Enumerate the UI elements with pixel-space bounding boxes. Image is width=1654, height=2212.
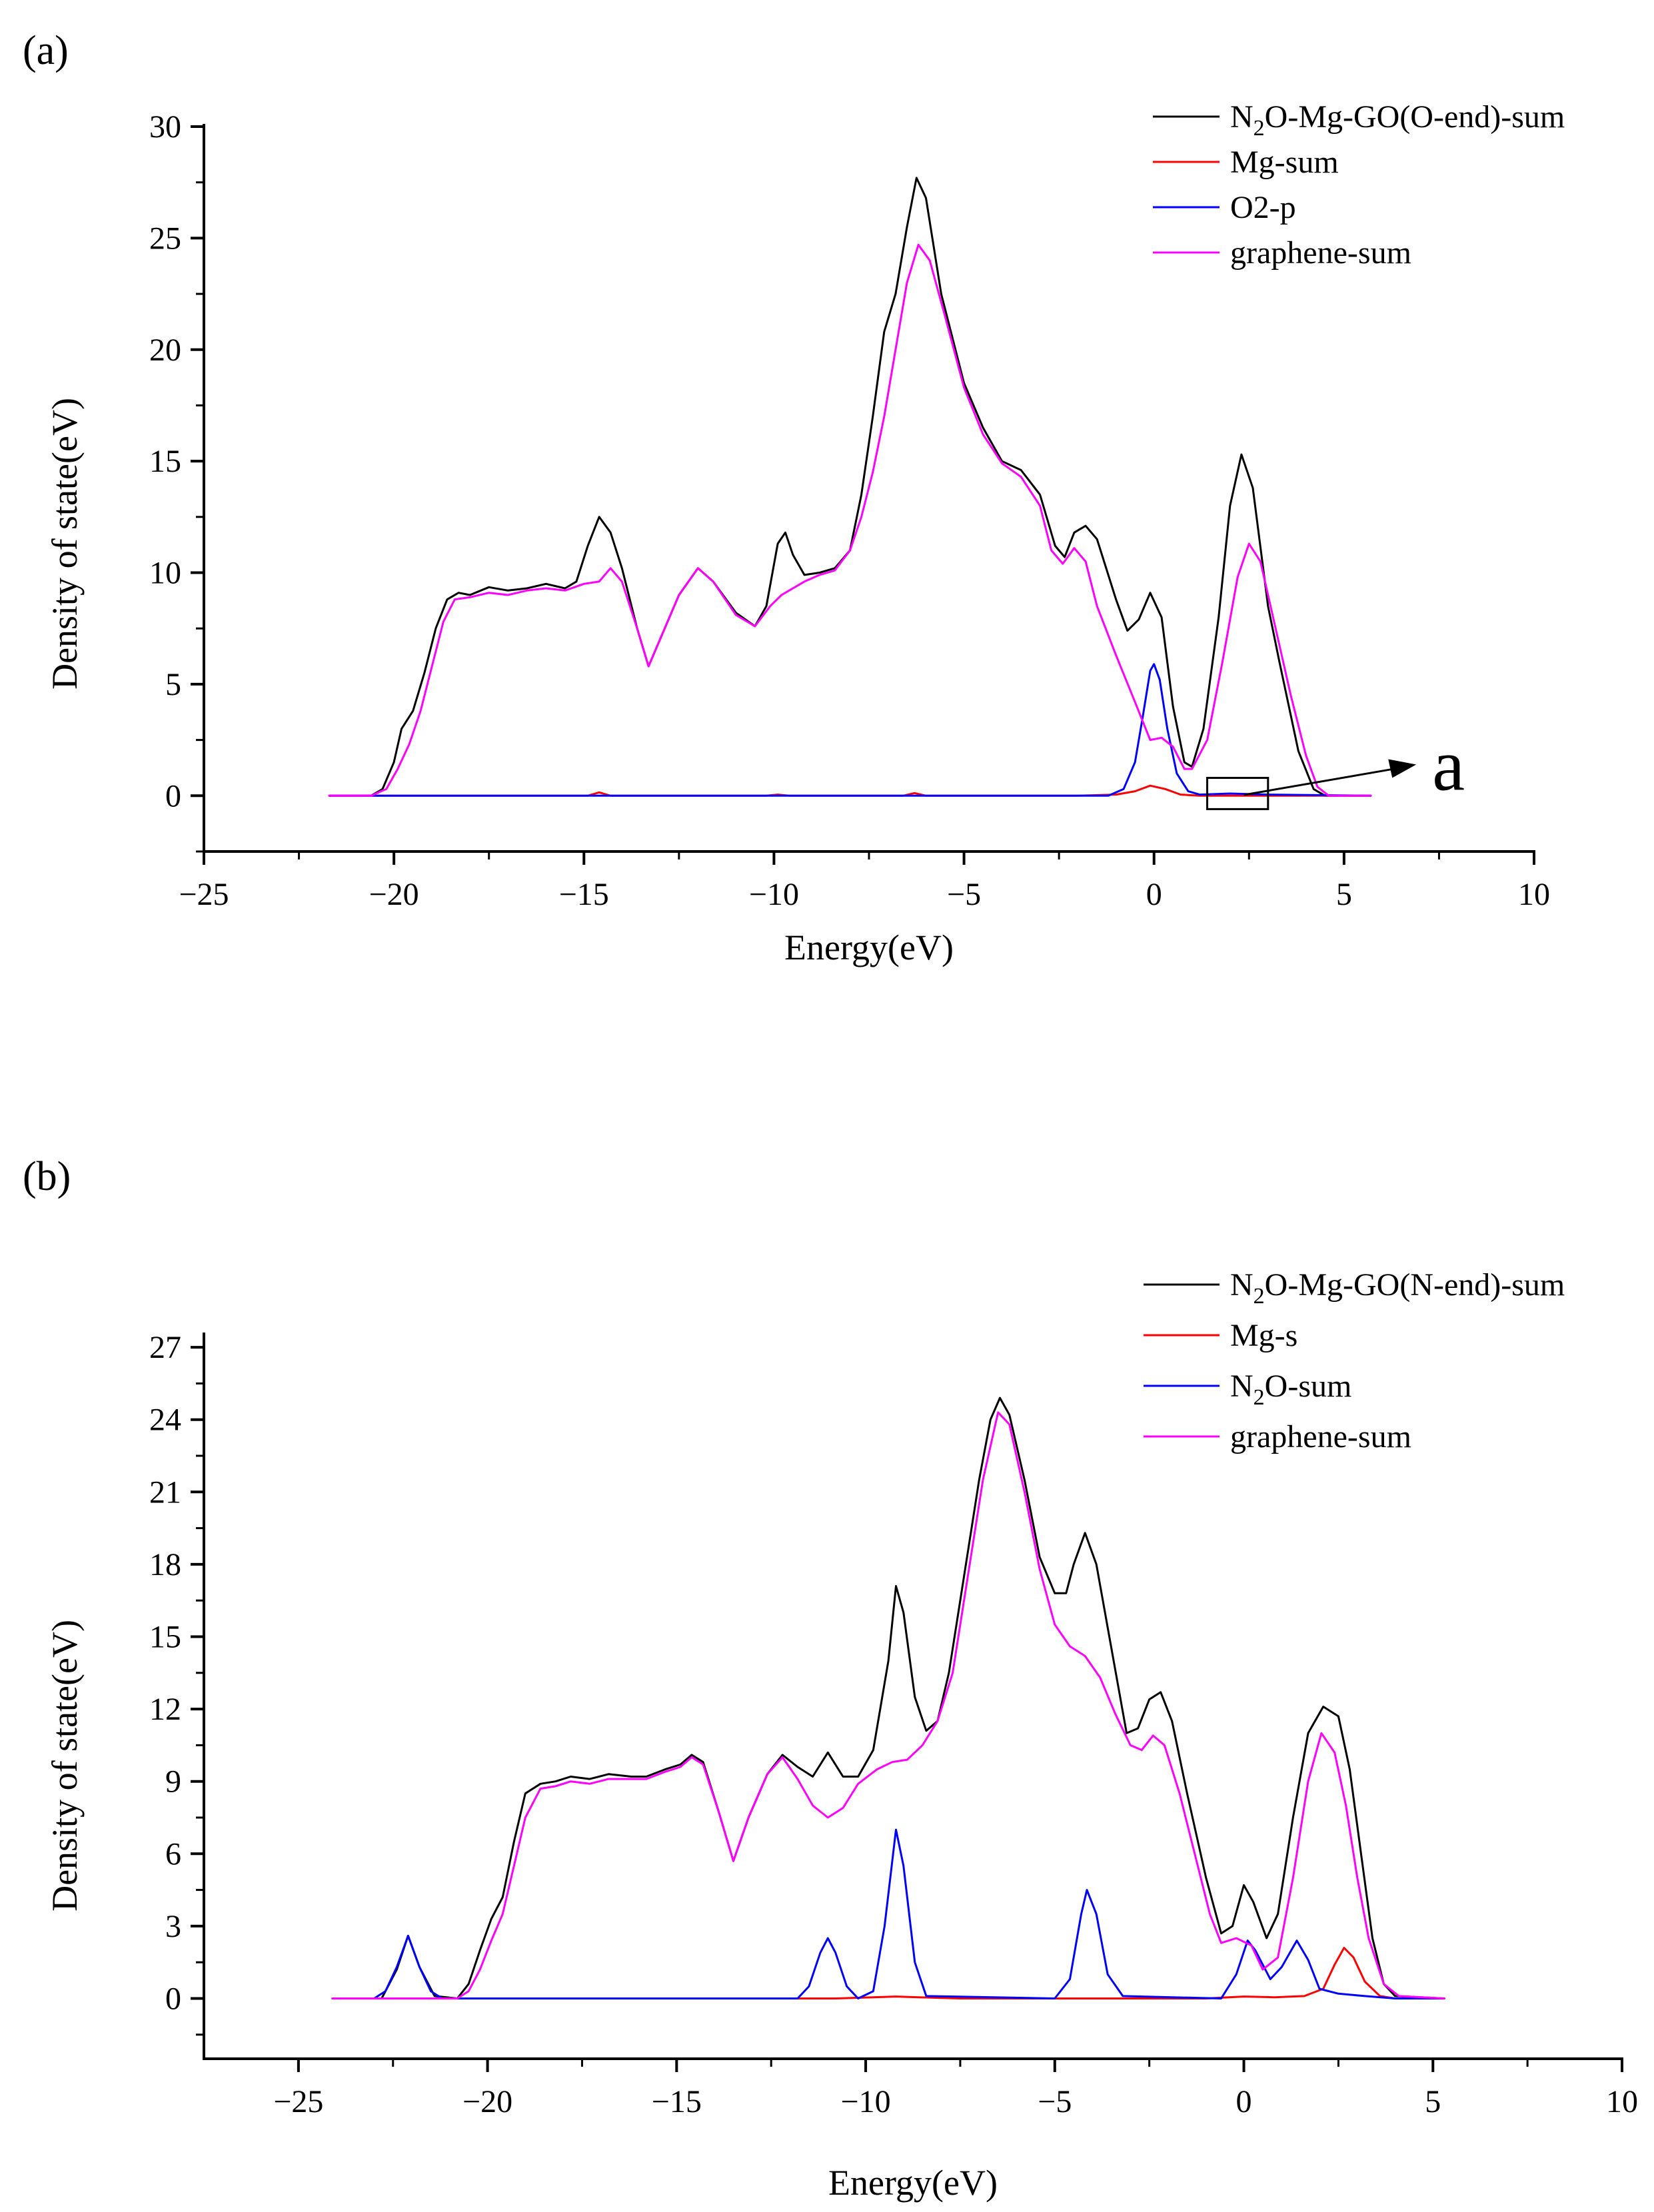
x-tick-label: 10 bbox=[1606, 2084, 1638, 2119]
y-tick-label: 12 bbox=[149, 1692, 181, 1727]
panel-a-legend: N2O-Mg-GO(O-end)-sum Mg-sum O2-p graphene-s… bbox=[1153, 99, 1565, 271]
y-tick-label: 0 bbox=[165, 1981, 181, 2017]
x-tick-label: −25 bbox=[179, 877, 229, 912]
legend-label: Mg-s bbox=[1230, 1318, 1297, 1353]
legend-label: N2O-Mg-GO(N-end)-sum bbox=[1230, 1267, 1565, 1309]
y-tick-label: 3 bbox=[165, 1909, 181, 1944]
legend-label: graphene-sum bbox=[1230, 1419, 1411, 1454]
panel-b-chart: (b) −25 −20 −15 −10 −5 0 5 10 0 3 6 9 12 15 18 21 24 27 E… bbox=[23, 1154, 1638, 2203]
panel-b-legend: N2O-Mg-GO(N-end)-sum Mg-s N2O-sum graphene-… bbox=[1144, 1267, 1565, 1454]
y-tick-label: 18 bbox=[149, 1547, 181, 1582]
panel-a-x-axis-label: Energy(eV) bbox=[784, 927, 954, 967]
y-tick-label: 25 bbox=[149, 221, 181, 256]
panel-b-x-axis-label: Energy(eV) bbox=[828, 2163, 998, 2203]
series-line-n2o-mg-go-n-end-sum bbox=[331, 1396, 1445, 1999]
panel-b-plot-area: −25 −20 −15 −10 −5 0 5 10 0 3 6 9 12 15 18 21 24 27 bbox=[149, 1330, 1638, 2119]
x-tick-label: −20 bbox=[369, 877, 419, 912]
x-tick-label: −20 bbox=[462, 2084, 512, 2119]
x-tick-label: −25 bbox=[273, 2084, 323, 2119]
x-tick-label: 5 bbox=[1425, 2084, 1441, 2119]
y-tick-label: 21 bbox=[149, 1474, 181, 1510]
x-tick-label: 0 bbox=[1146, 877, 1162, 912]
legend-label: Mg-sum bbox=[1230, 145, 1339, 180]
y-tick-label: 5 bbox=[165, 667, 181, 702]
y-tick-label: 27 bbox=[149, 1330, 181, 1365]
series-line-n2o-sum bbox=[331, 1828, 1445, 1999]
series-line-graphene-sum bbox=[331, 1411, 1445, 1999]
x-tick-label: 10 bbox=[1518, 877, 1550, 912]
y-tick-label: 6 bbox=[165, 1836, 181, 1872]
annotation-label: a bbox=[1432, 724, 1465, 806]
panel-a-label: (a) bbox=[23, 28, 69, 73]
legend-label: N2O-Mg-GO(O-end)-sum bbox=[1230, 99, 1565, 141]
y-tick-label: 15 bbox=[149, 444, 181, 479]
series-line-o2-p bbox=[328, 663, 1372, 797]
panel-a-y-axis-label: Density of state(eV) bbox=[45, 398, 85, 690]
y-tick-label: 30 bbox=[149, 109, 181, 145]
x-tick-label: −5 bbox=[1038, 2084, 1072, 2119]
annotation-box bbox=[1206, 777, 1269, 810]
y-tick-label: 20 bbox=[149, 332, 181, 368]
annotation-arrowhead bbox=[1388, 759, 1417, 778]
y-tick-label: 15 bbox=[149, 1620, 181, 1655]
x-tick-label: −15 bbox=[652, 2084, 702, 2119]
legend-label: N2O-sum bbox=[1230, 1369, 1351, 1410]
series-line-n2o-mg-go-o-end-sum bbox=[328, 177, 1372, 797]
y-tick-label: 24 bbox=[149, 1402, 181, 1438]
legend-label: O2-p bbox=[1230, 190, 1296, 225]
x-tick-label: −5 bbox=[947, 877, 981, 912]
x-tick-label: −15 bbox=[559, 877, 609, 912]
panel-a-chart: (a) −25 −20 −15 −10 −5 0 5 10 0 5 10 15 20 25 30 a Ener… bbox=[23, 28, 1565, 967]
x-tick-label: 0 bbox=[1236, 2084, 1252, 2119]
y-tick-label: 9 bbox=[165, 1764, 181, 1800]
panel-b-y-axis-label: Density of state(eV) bbox=[45, 1620, 85, 1912]
y-tick-label: 0 bbox=[165, 778, 181, 814]
x-tick-label: −10 bbox=[749, 877, 799, 912]
legend-label: graphene-sum bbox=[1230, 235, 1411, 271]
x-tick-label: −10 bbox=[841, 2084, 891, 2119]
panel-b-label: (b) bbox=[23, 1154, 71, 1199]
series-line-graphene-sum bbox=[328, 243, 1372, 797]
panel-a-plot-area: −25 −20 −15 −10 −5 0 5 10 0 5 10 15 20 25 30 a bbox=[149, 109, 1550, 912]
series-line-mg-s bbox=[331, 1947, 1445, 1999]
x-tick-label: 5 bbox=[1336, 877, 1352, 912]
annotation-arrow-line bbox=[1243, 767, 1397, 796]
y-tick-label: 10 bbox=[149, 556, 181, 591]
